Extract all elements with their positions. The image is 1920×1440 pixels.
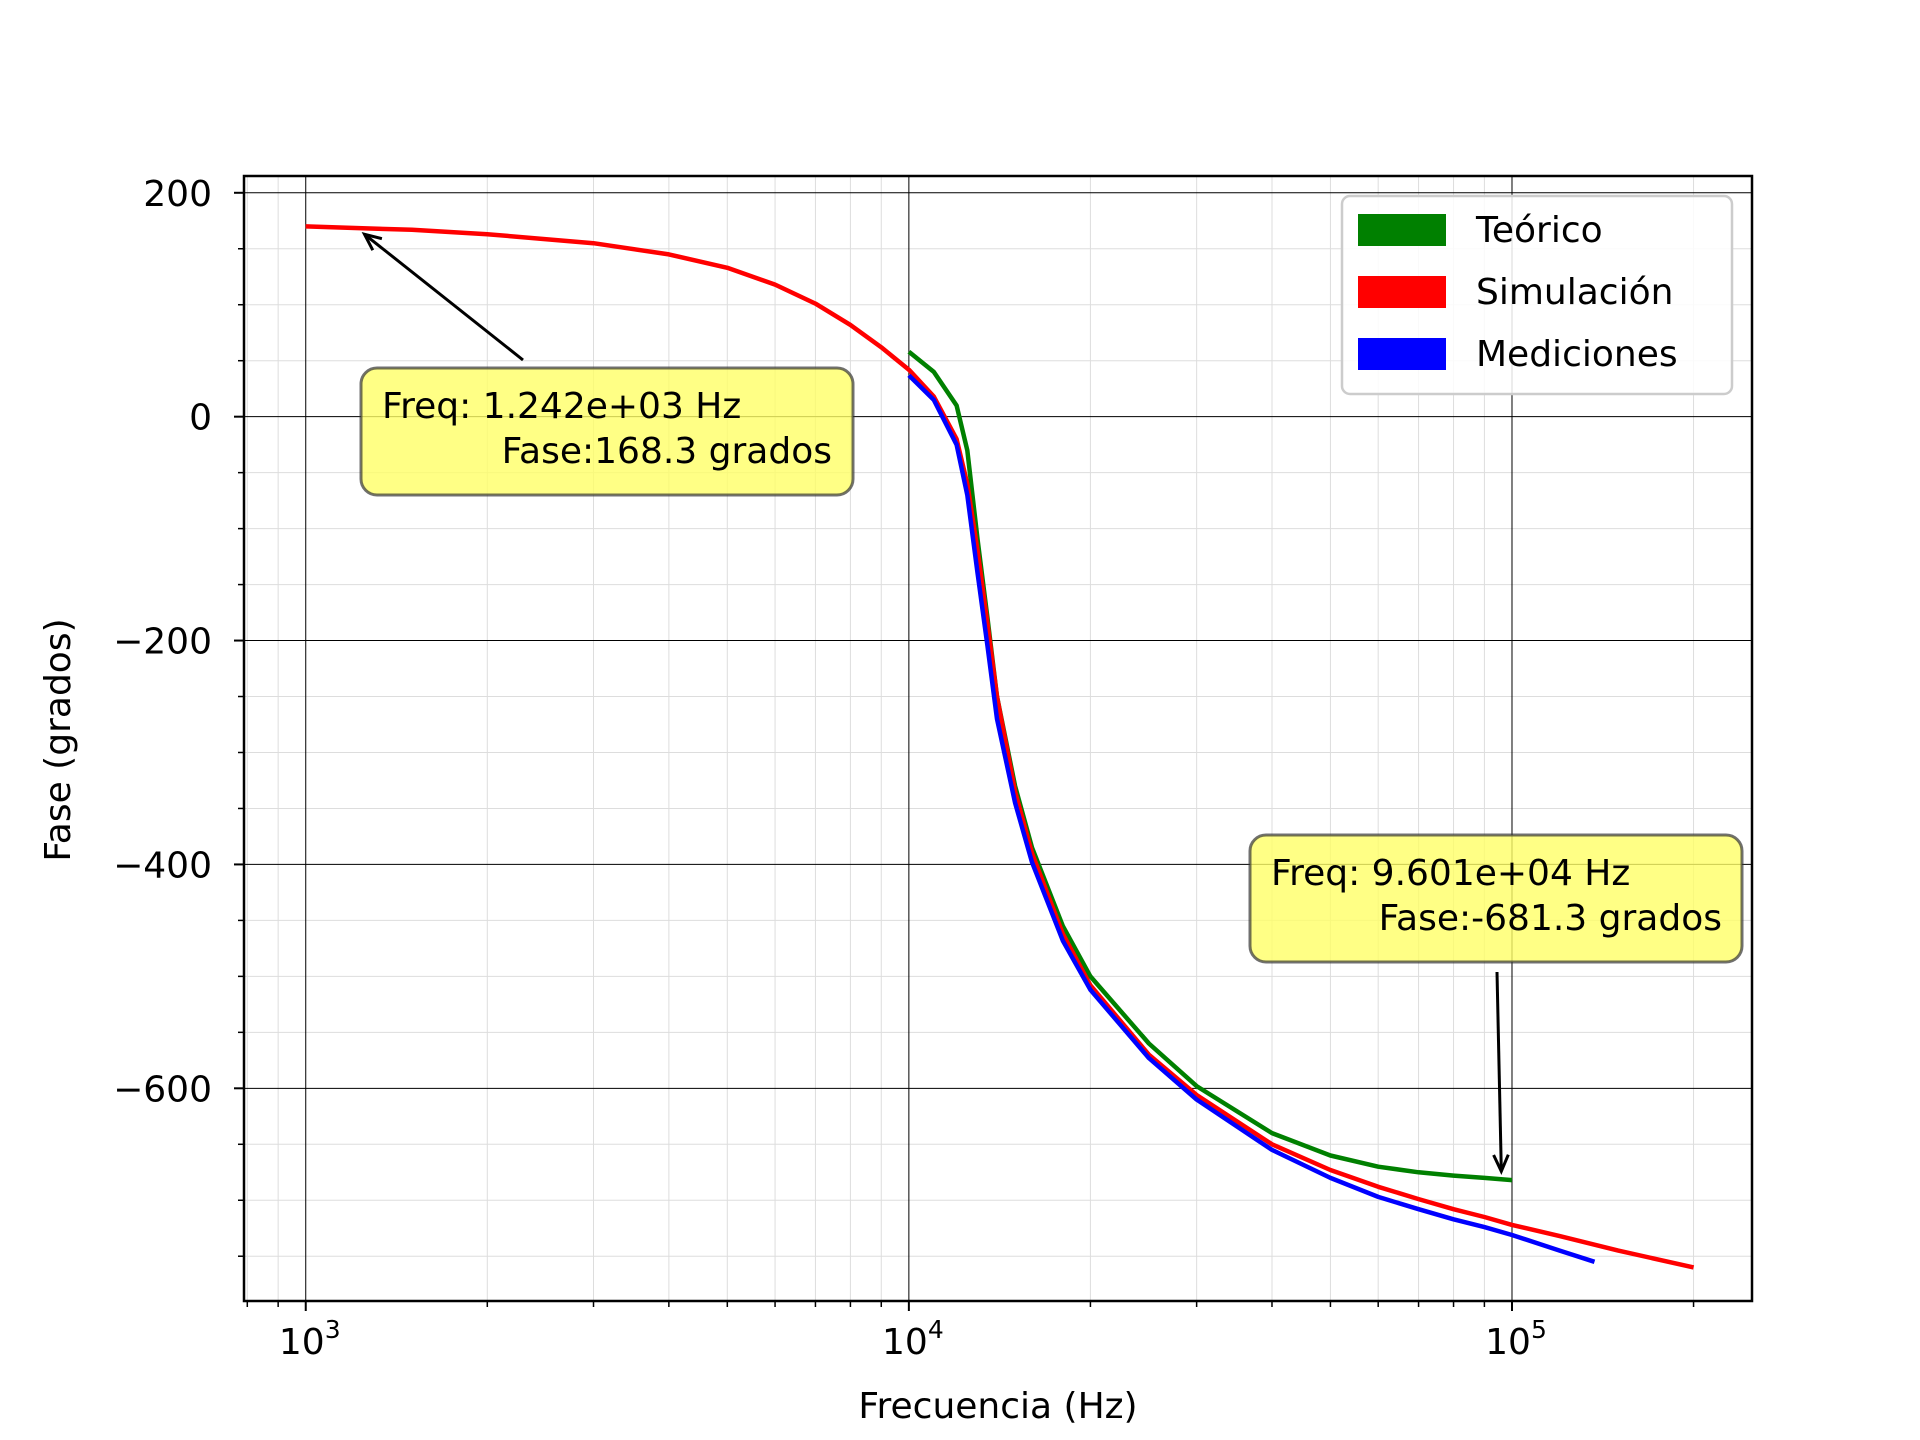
y-tick-label: −200 xyxy=(113,622,212,663)
annotation-1-arrow xyxy=(363,233,524,362)
legend-label-mediciones: Mediciones xyxy=(1476,334,1678,375)
series-line-mediciones xyxy=(907,373,1596,1264)
legend-swatch-teorico xyxy=(1358,214,1446,246)
annotation-1-arrowhead xyxy=(361,232,383,251)
annotation-2-line1: Freq: 9.601e+04 Hz xyxy=(1271,853,1630,894)
annotation-1-line2: Fase:168.3 grados xyxy=(502,431,832,472)
x-tick-label: 103 xyxy=(279,1315,341,1363)
annotation-1: Freq: 1.242e+03 Hz Fase:168.3 grados xyxy=(359,232,855,497)
y-axis-label: Fase (grados) xyxy=(38,618,79,861)
annotation-1-box xyxy=(359,366,855,497)
legend-label-teorico: Teórico xyxy=(1475,210,1603,251)
plot-frame xyxy=(242,174,1754,1303)
annotation-1-line1: Freq: 1.242e+03 Hz xyxy=(382,386,741,427)
y-tick-label: −600 xyxy=(113,1069,212,1110)
x-axis-label: Frecuencia (Hz) xyxy=(858,1386,1137,1427)
series-line-simulación xyxy=(305,224,1695,1270)
x-tick-label: 104 xyxy=(882,1315,944,1363)
series-line-teórico xyxy=(907,349,1513,1183)
y-tick-label: 0 xyxy=(189,398,212,439)
y-tick-label: −400 xyxy=(113,845,212,886)
series-lines xyxy=(305,224,1695,1270)
legend-label-simulacion: Simulación xyxy=(1476,272,1673,313)
y-tick-label: 200 xyxy=(143,174,212,215)
x-ticks: 103 104 105 xyxy=(279,1301,1547,1363)
annotation-2-line2: Fase:-681.3 grados xyxy=(1379,898,1722,939)
y-ticks: 200 0 −200 −400 −600 xyxy=(113,174,244,1110)
annotation-2-arrow xyxy=(1495,971,1503,1172)
legend-swatch-mediciones xyxy=(1358,338,1446,370)
annotation-2-box xyxy=(1248,833,1744,964)
annotation-2-arrowhead xyxy=(1492,1154,1510,1175)
x-tick-label: 105 xyxy=(1485,1315,1547,1363)
annotation-2: Freq: 9.601e+04 Hz Fase:-681.3 grados xyxy=(1248,833,1744,1175)
legend: Teórico Simulación Mediciones xyxy=(1340,194,1734,396)
legend-swatch-simulacion xyxy=(1358,276,1446,308)
